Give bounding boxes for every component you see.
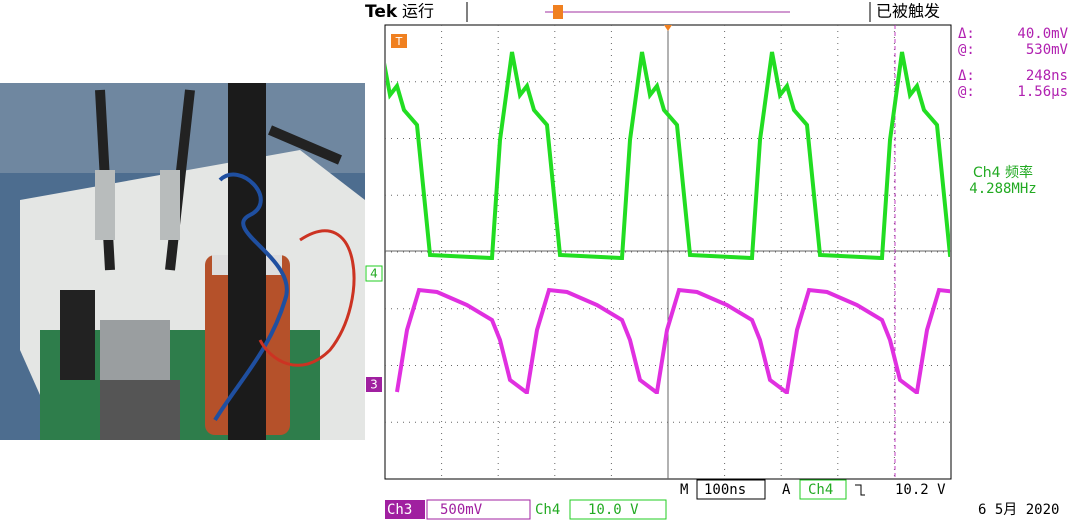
- a-channel: Ch4: [808, 482, 833, 498]
- status-bar: M 100ns A Ch4 10.2 V Ch3 500mV Ch4 10.0 …: [385, 479, 1059, 520]
- measurement-label: Ch4 频率: [973, 164, 1033, 181]
- ch4-name: Ch4: [535, 502, 560, 518]
- cursor-readouts: Δ: 40.0mV @: 530mV Δ: 248ns @: 1.56µs: [958, 26, 1069, 100]
- readout-value: 1.56µs: [1017, 84, 1068, 100]
- ch3-marker: 3: [370, 378, 378, 392]
- ch3-scale: 500mV: [440, 502, 483, 518]
- date: 6 5月 2020: [978, 502, 1059, 518]
- ch3-trace: [395, 287, 950, 394]
- a-label: A: [782, 482, 791, 498]
- photo: [0, 83, 365, 440]
- screen: T 4 3: [365, 24, 952, 480]
- readout-value: 248ns: [1026, 68, 1068, 84]
- trigger-status: 已被触发: [876, 2, 940, 21]
- ch3-name: Ch3: [387, 502, 412, 518]
- readout-value: 530mV: [1026, 42, 1069, 58]
- ch4-trace: [386, 51, 950, 260]
- readout-symbol: Δ:: [958, 26, 975, 42]
- readout-symbol: @:: [958, 42, 975, 58]
- readout-value: 40.0mV: [1017, 26, 1068, 42]
- m-value: 100ns: [704, 482, 746, 498]
- trigger-marker: T: [395, 35, 403, 48]
- m-label: M: [680, 482, 688, 498]
- readout-symbol: @:: [958, 84, 975, 100]
- ch4-scale: 10.0 V: [588, 502, 639, 518]
- brand: Tek: [365, 2, 398, 22]
- run-state: 运行: [402, 2, 434, 21]
- ch4-marker: 4: [370, 267, 378, 281]
- measurement-value: 4.288MHz: [969, 181, 1036, 197]
- a-level: 10.2 V: [895, 482, 946, 498]
- scope-header: Tek 运行 已被触发: [365, 2, 940, 22]
- readout-symbol: Δ:: [958, 68, 975, 84]
